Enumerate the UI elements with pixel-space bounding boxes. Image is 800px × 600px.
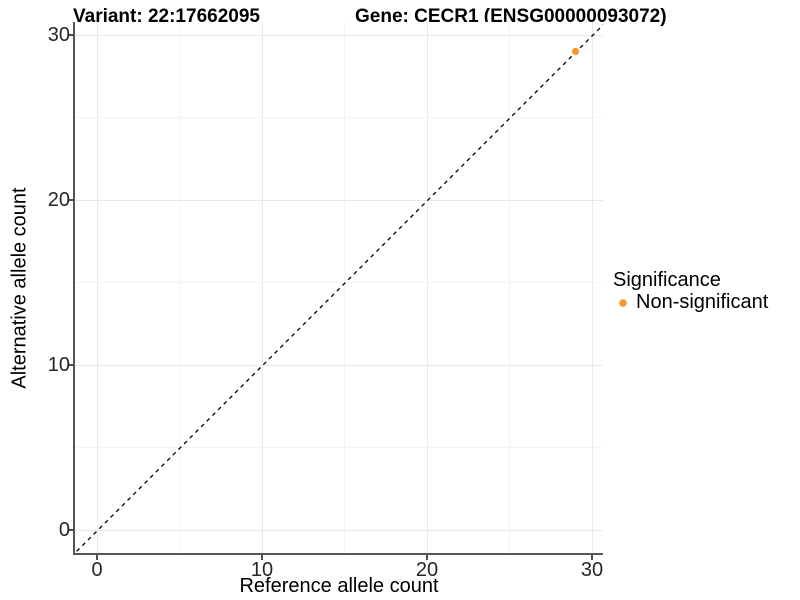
gridline: [75, 282, 603, 283]
x-tick: [426, 555, 428, 560]
plot-layer: [75, 24, 603, 553]
gridline: [75, 35, 603, 36]
legend-item: Non-significant: [617, 291, 768, 314]
y-tick: [68, 529, 74, 531]
y-axis-line: [73, 22, 75, 555]
gridline: [592, 22, 593, 553]
y-tick: [68, 34, 74, 36]
x-tick-label: 20: [415, 559, 439, 581]
y-tick-label: 0: [58, 519, 70, 541]
x-tick: [96, 555, 98, 560]
gridline: [75, 447, 603, 448]
gridline: [97, 22, 98, 553]
legend-item-label: Non-significant: [636, 291, 769, 313]
gridline: [262, 22, 263, 553]
y-tick: [68, 199, 74, 201]
legend-point-icon: [619, 298, 627, 307]
y-axis-title: Alternative allele count: [8, 187, 31, 389]
data-point: [571, 47, 580, 56]
gridline: [75, 117, 603, 118]
y-tick-label: 10: [47, 354, 70, 376]
gridline: [75, 365, 603, 366]
gridline: [509, 22, 510, 553]
x-tick-label: 0: [91, 559, 103, 581]
x-axis-title: Reference allele count: [239, 575, 439, 597]
gene-title: Gene: CECR1 (ENSG00000093072): [355, 6, 667, 27]
y-tick-label: 30: [47, 24, 70, 46]
x-tick: [591, 555, 593, 560]
identity-dashed-line: [75, 24, 603, 553]
x-axis-line: [73, 553, 603, 555]
y-tick-label: 20: [47, 189, 70, 211]
x-tick: [261, 555, 263, 560]
gridline: [427, 22, 428, 553]
x-tick-label: 10: [250, 559, 274, 581]
legend-title: Significance: [613, 269, 721, 291]
y-tick: [68, 364, 74, 366]
gridline: [75, 200, 603, 201]
gridline: [179, 22, 180, 553]
gridline: [75, 530, 603, 531]
x-tick-label: 30: [580, 559, 604, 581]
gridline: [344, 22, 345, 553]
variant-title: Variant: 22:17662095: [73, 6, 260, 27]
